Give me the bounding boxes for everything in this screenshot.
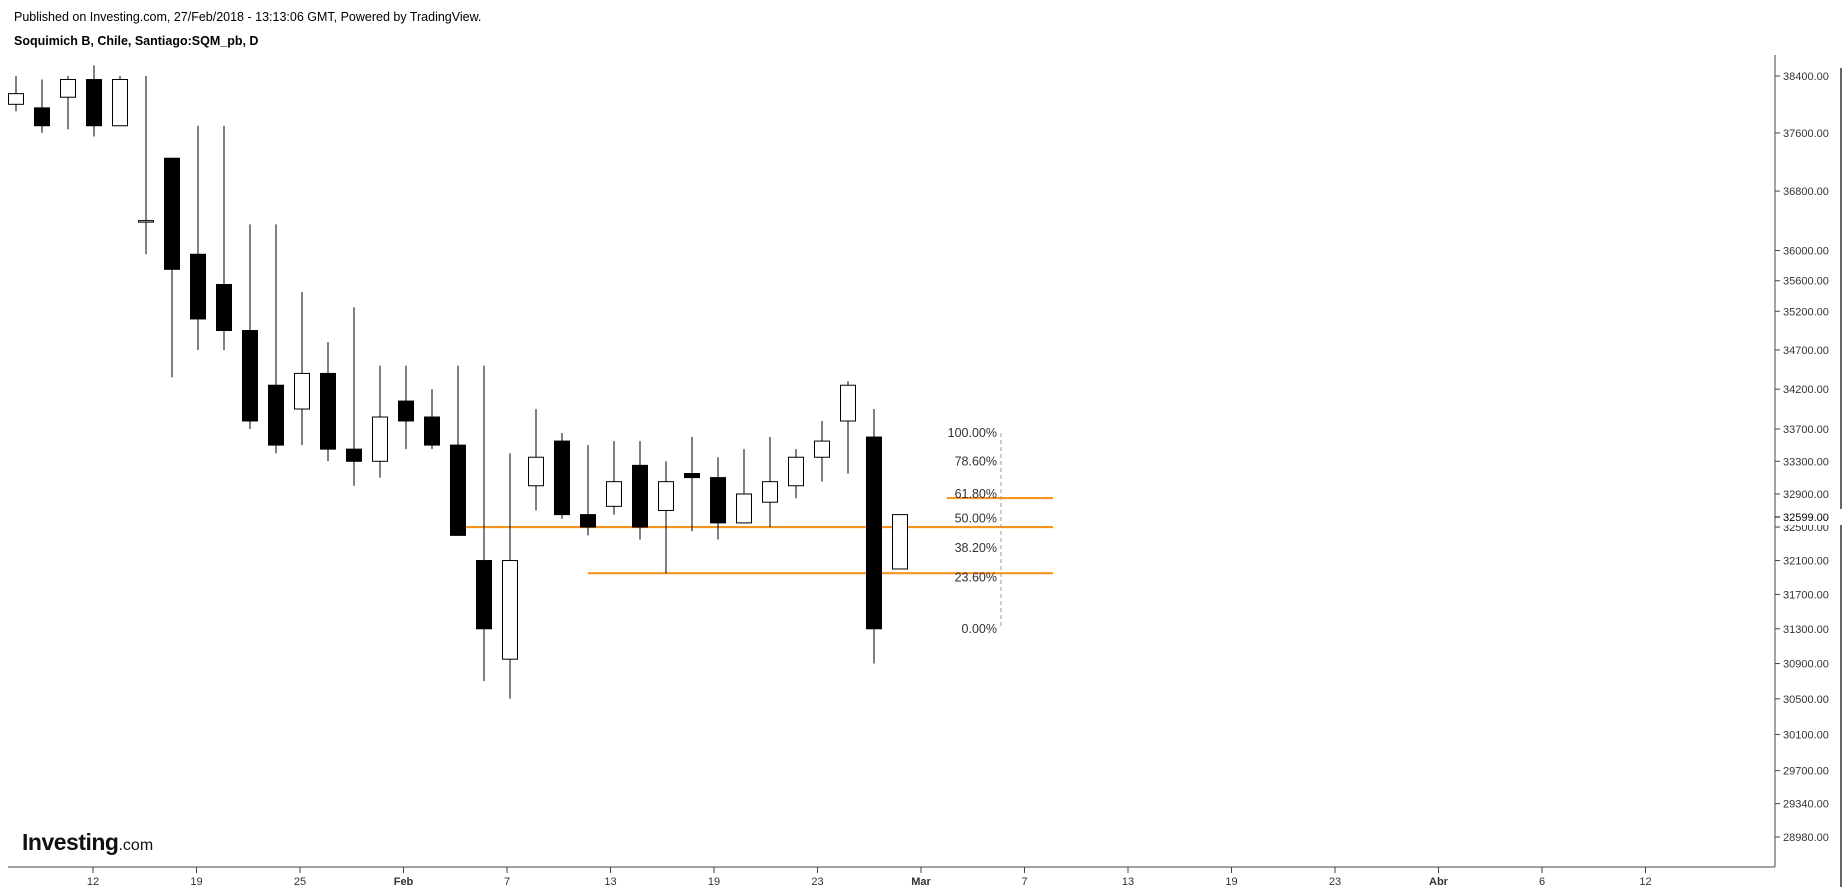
price-tick-label: 32500.00	[1783, 522, 1829, 534]
time-tick-label: Abr	[1429, 876, 1449, 888]
candle-body	[788, 456, 804, 487]
price-tick-label: 36000.00	[1783, 246, 1829, 258]
candle-body	[684, 473, 700, 479]
logo-main: Investing	[22, 829, 119, 855]
time-tick-label: 19	[190, 876, 202, 888]
price-tick-label: 38400.00	[1783, 71, 1829, 83]
candle-body	[840, 384, 856, 422]
last-price-box	[1776, 509, 1846, 525]
candle-body	[814, 440, 830, 458]
investing-logo: Investing.com	[22, 829, 153, 856]
time-axis[interactable]: 12 19 25 Feb 7 13 19 23 Mar 7 13 19 23 Abr 6 12	[87, 867, 1652, 888]
price-tick-label: 30500.00	[1783, 694, 1829, 706]
candle-body	[294, 372, 310, 410]
logo-suffix: .com	[118, 837, 154, 854]
symbol-title: Soquimich B, Chile, Santiago:SQM_pb, D	[14, 34, 259, 48]
fib-level-label: 61.80%	[955, 487, 997, 501]
time-tick-label: 6	[1539, 876, 1545, 888]
candle-body	[710, 477, 726, 524]
price-tick-label: 30900.00	[1783, 659, 1829, 671]
candle-body	[138, 220, 154, 223]
price-tick-label: 29340.00	[1783, 799, 1829, 811]
price-tick-label: 29700.00	[1783, 766, 1829, 778]
time-tick-label: Feb	[394, 876, 414, 888]
candle-body	[476, 560, 492, 630]
candle-body	[606, 481, 622, 507]
price-tick-label: 30100.00	[1783, 729, 1829, 741]
time-tick-label: 23	[1329, 876, 1341, 888]
price-tick-label: 28980.00	[1783, 832, 1829, 844]
time-tick-label: 19	[708, 876, 720, 888]
candles	[8, 65, 908, 699]
candle-body	[658, 481, 674, 511]
candle-body	[164, 157, 180, 270]
price-tick-label: 32900.00	[1783, 489, 1829, 501]
fib-level-label: 38.20%	[955, 541, 997, 555]
time-tick-label: 25	[294, 876, 306, 888]
price-tick-label: 34700.00	[1783, 345, 1829, 357]
time-tick-label: 7	[1021, 876, 1027, 888]
candle-body	[320, 372, 336, 450]
candle-body	[736, 493, 752, 524]
candle-body	[268, 384, 284, 446]
candle-body	[398, 400, 414, 422]
price-tick-label: 37600.00	[1783, 128, 1829, 140]
price-tick-label: 31700.00	[1783, 589, 1829, 601]
time-tick-label: 23	[811, 876, 823, 888]
time-tick-label: 19	[1225, 876, 1237, 888]
candle-body	[8, 93, 24, 105]
candle-body	[346, 448, 362, 462]
candle-body	[892, 514, 908, 570]
candle-body	[554, 440, 570, 516]
candle-body	[450, 444, 466, 536]
fib-level-label: 78.60%	[955, 454, 997, 468]
candle-body	[112, 79, 128, 127]
price-tick-label: 31300.00	[1783, 624, 1829, 636]
candle-body	[502, 560, 518, 660]
price-axis[interactable]: 38400.00 37600.00 36800.00 36000.00 35600.00…	[1775, 71, 1846, 844]
price-tick-label: 32100.00	[1783, 556, 1829, 568]
time-tick-label: Mar	[911, 876, 931, 888]
price-tick-label: 36800.00	[1783, 186, 1829, 198]
plot-area	[8, 55, 1842, 887]
time-tick-label: 7	[504, 876, 510, 888]
time-tick-label: 13	[1122, 876, 1134, 888]
fib-level-label: 23.60%	[955, 570, 997, 584]
price-tick-label: 33700.00	[1783, 424, 1829, 436]
fib-level-label: 50.00%	[955, 512, 997, 526]
candle-body	[34, 107, 50, 127]
price-tick-label: 35200.00	[1783, 306, 1829, 318]
time-tick-label: 12	[87, 876, 99, 888]
fib-level-label: 0.00%	[962, 622, 997, 636]
candle-body	[86, 79, 102, 127]
candle-body	[580, 514, 596, 528]
candle-body	[632, 464, 648, 528]
candle-body	[190, 253, 206, 320]
price-tick-label: 35600.00	[1783, 276, 1829, 288]
fib-level-label: 100.00%	[948, 426, 997, 440]
chart-header: Published on Investing.com, 27/Feb/2018 …	[14, 8, 481, 50]
price-tick-label: 34200.00	[1783, 384, 1829, 396]
price-tick-label: 33300.00	[1783, 456, 1829, 468]
time-tick-label: 12	[1639, 876, 1651, 888]
candle-body	[528, 456, 544, 487]
candle-body	[242, 330, 258, 422]
candle-body	[372, 416, 388, 462]
time-tick-label: 13	[604, 876, 616, 888]
published-note: Published on Investing.com, 27/Feb/2018 …	[14, 10, 482, 24]
candle-body	[216, 284, 232, 332]
candle-body	[762, 481, 778, 503]
candle-body	[60, 79, 76, 98]
candle-body	[424, 416, 440, 446]
candle-body	[866, 436, 882, 630]
last-price-label: 32599.00	[1783, 512, 1829, 524]
